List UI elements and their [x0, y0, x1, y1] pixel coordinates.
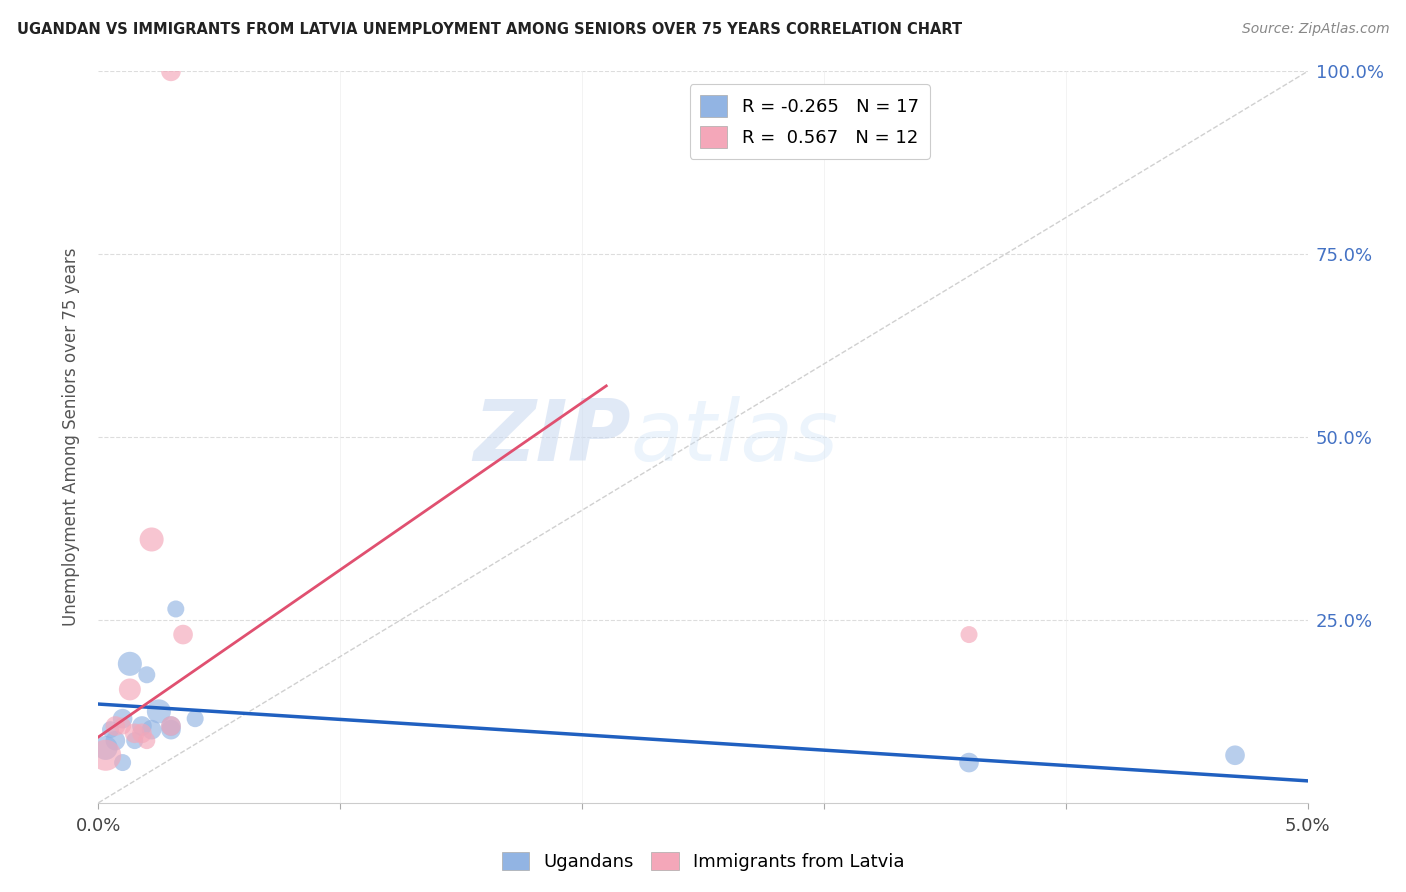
Point — [160, 719, 183, 733]
Y-axis label: Unemployment Among Seniors over 75 years: Unemployment Among Seniors over 75 years — [62, 248, 80, 626]
Legend: R = -0.265   N = 17, R =  0.567   N = 12: R = -0.265 N = 17, R = 0.567 N = 12 — [689, 84, 929, 159]
Point — [104, 733, 127, 747]
Point — [165, 602, 187, 616]
Point — [100, 723, 122, 737]
Point — [957, 627, 980, 641]
Point — [124, 726, 146, 740]
Point — [104, 719, 127, 733]
Point — [957, 756, 980, 770]
Point — [1223, 748, 1246, 763]
Point — [111, 719, 134, 733]
Point — [94, 748, 117, 763]
Point — [184, 712, 207, 726]
Point — [148, 705, 170, 719]
Text: Source: ZipAtlas.com: Source: ZipAtlas.com — [1241, 22, 1389, 37]
Point — [124, 733, 146, 747]
Text: ZIP: ZIP — [472, 395, 630, 479]
Text: UGANDAN VS IMMIGRANTS FROM LATVIA UNEMPLOYMENT AMONG SENIORS OVER 75 YEARS CORRE: UGANDAN VS IMMIGRANTS FROM LATVIA UNEMPL… — [17, 22, 962, 37]
Point — [160, 719, 183, 733]
Point — [135, 667, 157, 681]
Point — [118, 682, 141, 697]
Text: atlas: atlas — [630, 395, 838, 479]
Point — [172, 627, 194, 641]
Point — [111, 712, 134, 726]
Point — [118, 657, 141, 671]
Point — [94, 740, 117, 755]
Point — [160, 64, 183, 78]
Point — [141, 533, 163, 547]
Point — [111, 756, 134, 770]
Point — [141, 723, 163, 737]
Point — [131, 719, 153, 733]
Point — [135, 733, 157, 747]
Point — [131, 726, 153, 740]
Point — [160, 723, 183, 737]
Legend: Ugandans, Immigrants from Latvia: Ugandans, Immigrants from Latvia — [495, 845, 911, 879]
